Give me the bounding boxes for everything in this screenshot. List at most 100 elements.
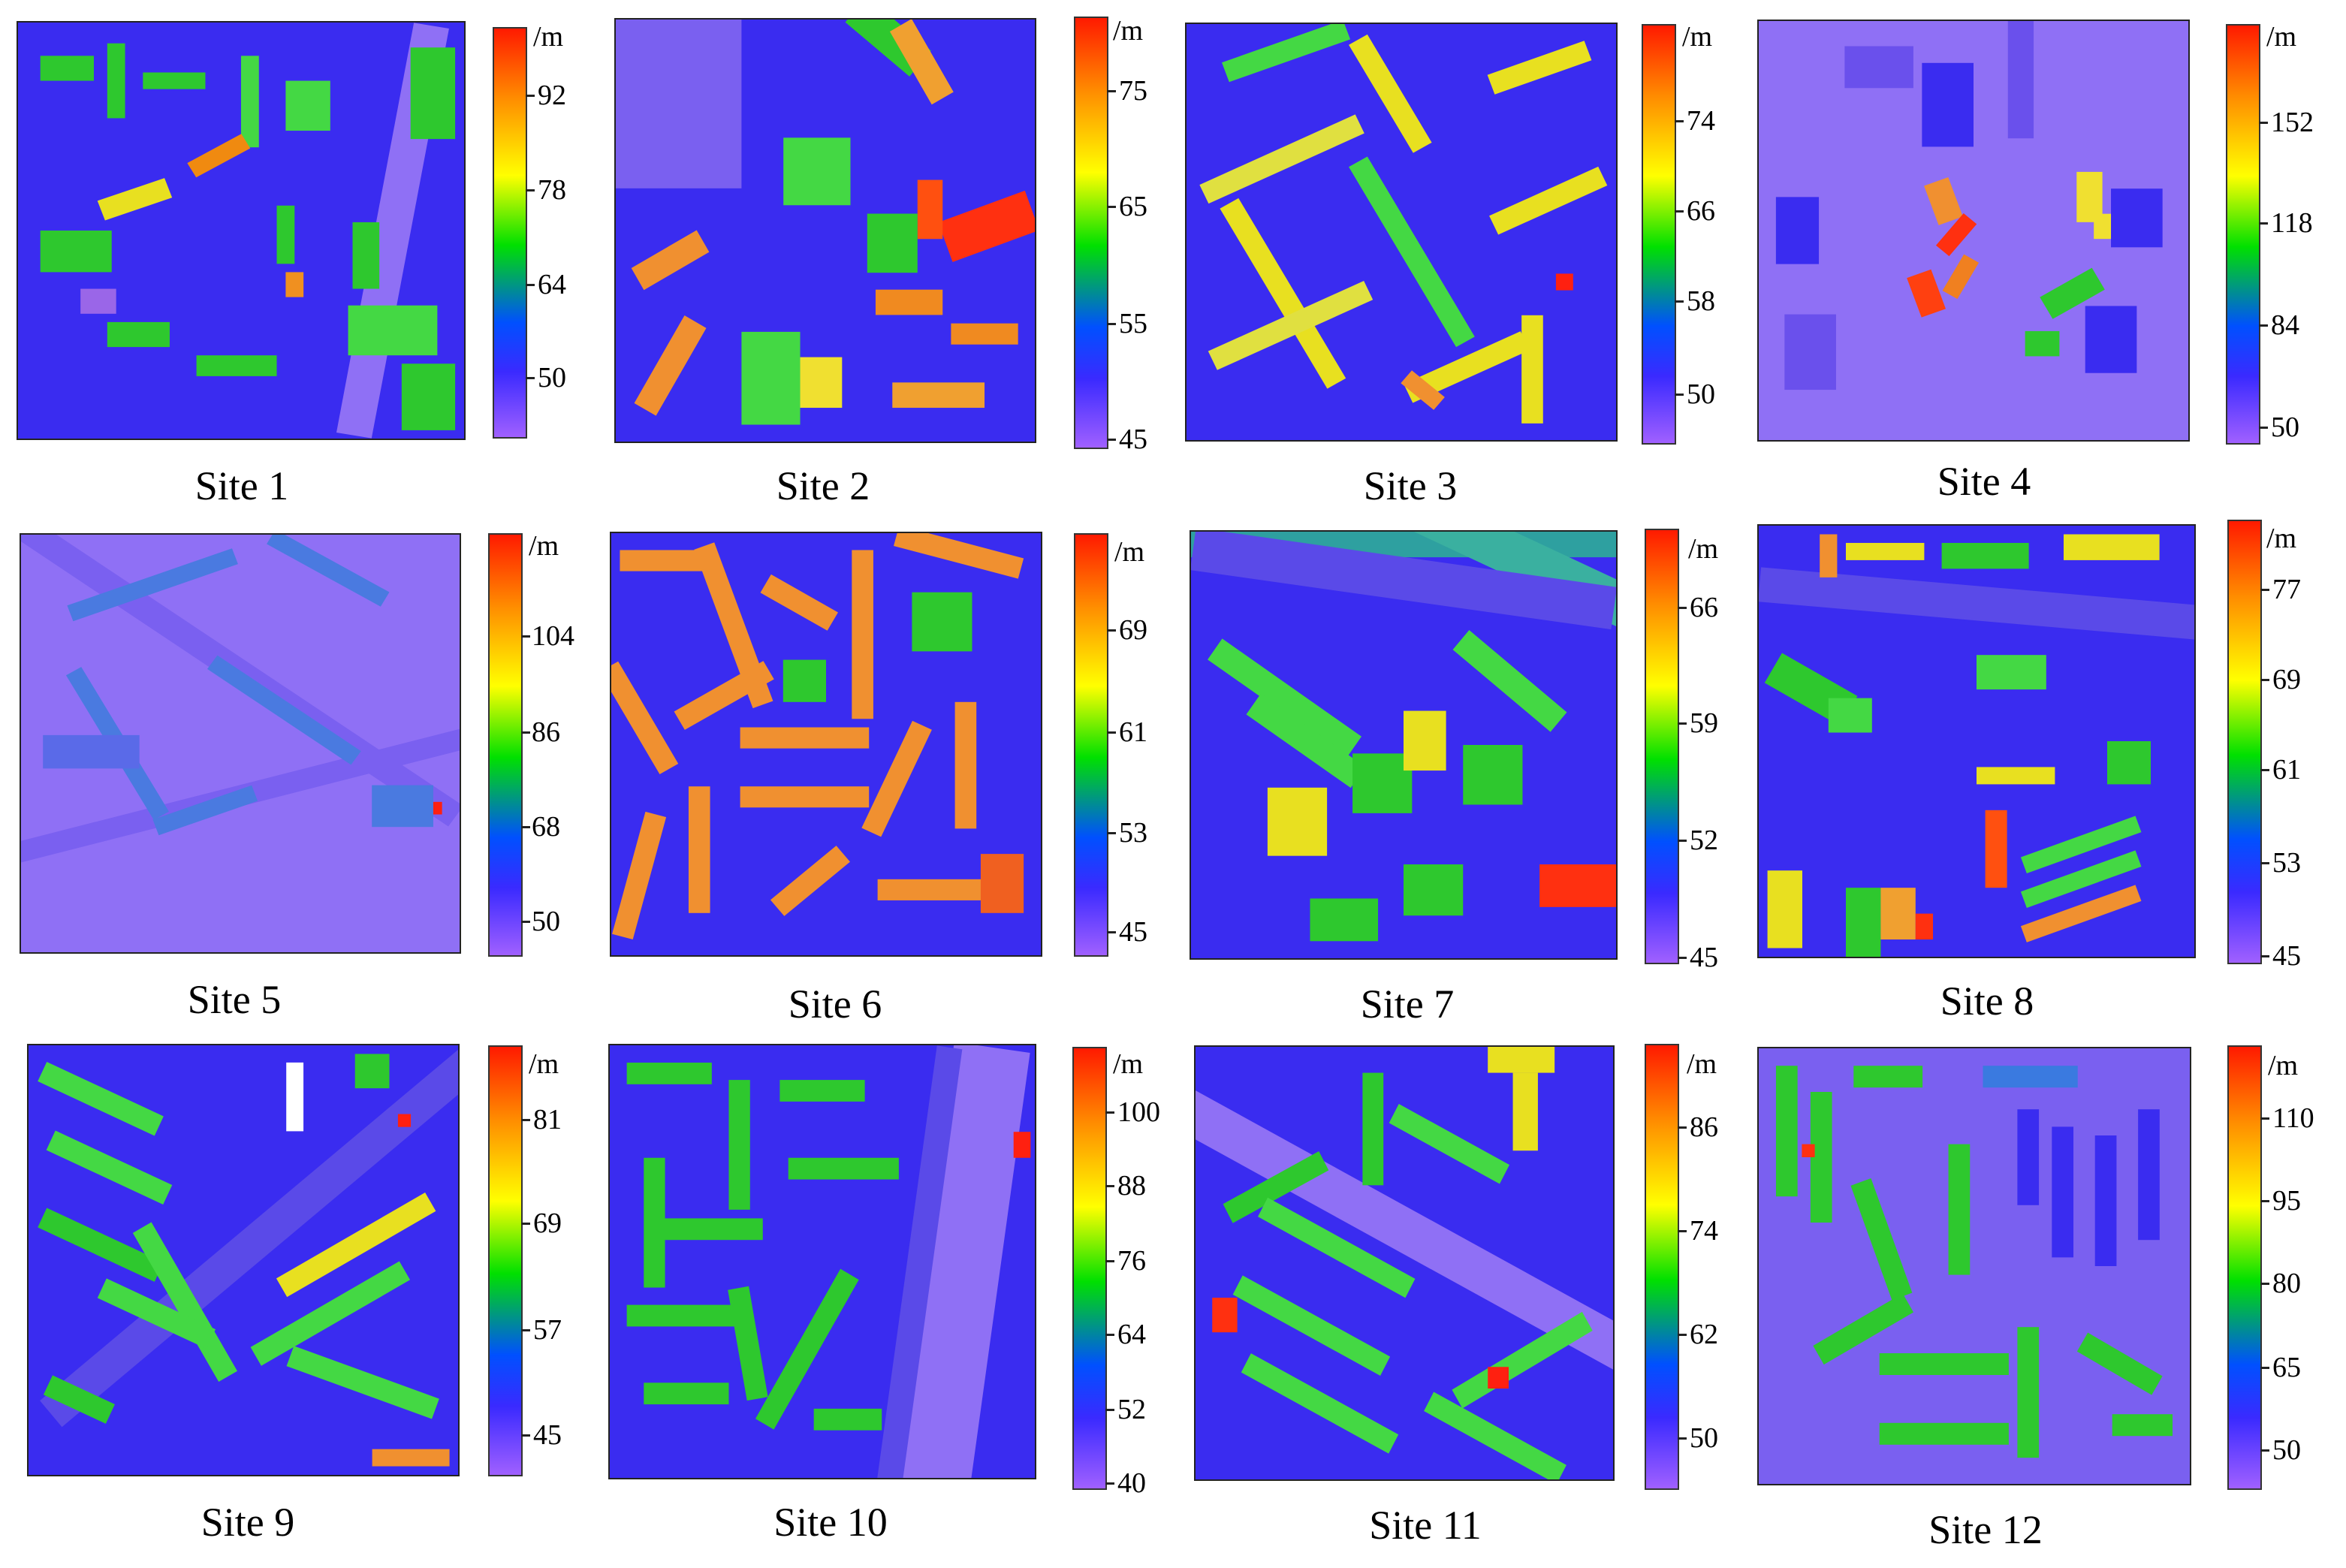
unit-label-site-6: /m <box>1114 536 1145 568</box>
tick-label-site-2-3: 45 <box>1119 424 1147 455</box>
site-caption-3: Site 3 <box>1363 463 1458 508</box>
tick-site-9-1 <box>521 1223 530 1225</box>
tick-label-site-6-2: 53 <box>1119 817 1147 849</box>
height-map-site-11 <box>1194 1045 1615 1481</box>
tick-site-5-2 <box>521 826 530 828</box>
tick-site-10-2 <box>1105 1260 1114 1262</box>
unit-label-site-2: /m <box>1113 15 1144 47</box>
site-caption-11: Site 11 <box>1369 1503 1482 1548</box>
site-caption-10: Site 10 <box>773 1500 888 1545</box>
tick-site-6-2 <box>1107 832 1116 834</box>
tick-label-site-6-1: 61 <box>1119 716 1147 748</box>
height-map-site-6 <box>610 532 1042 957</box>
tick-site-7-2 <box>1678 840 1687 842</box>
tick-site-4-2 <box>2259 324 2268 327</box>
tick-site-8-0 <box>2260 589 2269 591</box>
tick-site-3-3 <box>1675 394 1684 396</box>
tick-site-8-4 <box>2260 955 2269 957</box>
tick-label-site-6-3: 45 <box>1119 916 1147 948</box>
tick-label-site-5-3: 50 <box>532 906 560 937</box>
tick-site-10-4 <box>1105 1409 1114 1411</box>
tick-site-3-2 <box>1675 300 1684 303</box>
tick-site-5-0 <box>521 635 530 638</box>
tick-label-site-5-0: 104 <box>532 620 574 652</box>
tick-label-site-11-2: 62 <box>1690 1319 1718 1350</box>
tick-site-12-0 <box>2260 1117 2269 1120</box>
height-map-site-8 <box>1757 524 2196 958</box>
tick-site-11-0 <box>1678 1126 1687 1129</box>
tick-site-12-2 <box>2260 1283 2269 1285</box>
tick-label-site-3-3: 50 <box>1687 378 1715 410</box>
tick-label-site-9-3: 45 <box>533 1419 562 1451</box>
site-caption-5: Site 5 <box>187 977 282 1022</box>
colorbar-site-4 <box>2226 24 2260 445</box>
tick-label-site-5-2: 68 <box>532 811 560 843</box>
tick-site-6-0 <box>1107 629 1116 632</box>
colorbar-site-9 <box>488 1045 523 1476</box>
tick-site-4-1 <box>2259 222 2268 225</box>
tick-label-site-1-1: 78 <box>538 174 566 206</box>
height-map-site-7 <box>1190 530 1618 960</box>
tick-site-4-0 <box>2259 122 2268 124</box>
tick-site-2-2 <box>1107 323 1116 325</box>
tick-label-site-6-0: 69 <box>1119 614 1147 646</box>
tick-site-10-0 <box>1105 1111 1114 1114</box>
colorbar-site-6 <box>1074 533 1108 957</box>
tick-site-5-1 <box>521 731 530 734</box>
tick-label-site-12-0: 110 <box>2272 1102 2314 1134</box>
tick-site-6-1 <box>1107 731 1116 734</box>
tick-label-site-12-1: 95 <box>2272 1185 2301 1217</box>
tick-label-site-10-0: 100 <box>1117 1096 1160 1128</box>
height-map-site-5 <box>20 533 461 954</box>
height-map-site-12 <box>1757 1047 2191 1485</box>
tick-label-site-7-1: 59 <box>1690 707 1718 739</box>
tick-label-site-8-0: 77 <box>2272 574 2301 605</box>
tick-site-7-0 <box>1678 607 1687 609</box>
height-map-site-10 <box>608 1044 1036 1479</box>
height-map-site-1 <box>17 21 466 440</box>
tick-site-8-3 <box>2260 862 2269 864</box>
tick-site-6-3 <box>1107 931 1116 933</box>
colorbar-site-8 <box>2227 520 2262 964</box>
tick-site-12-4 <box>2260 1449 2269 1452</box>
unit-label-site-5: /m <box>529 530 559 562</box>
unit-label-site-4: /m <box>2266 21 2297 53</box>
unit-label-site-12: /m <box>2268 1050 2299 1081</box>
colorbar-site-1 <box>493 27 527 439</box>
tick-site-3-1 <box>1675 210 1684 213</box>
tick-label-site-7-3: 45 <box>1690 942 1718 973</box>
tick-site-11-3 <box>1678 1437 1687 1440</box>
tick-site-1-0 <box>526 95 535 97</box>
tick-label-site-3-0: 74 <box>1687 105 1715 137</box>
tick-label-site-7-0: 66 <box>1690 592 1718 623</box>
tick-label-site-12-2: 80 <box>2272 1268 2301 1299</box>
tick-site-9-3 <box>521 1434 530 1437</box>
colorbar-site-10 <box>1072 1047 1107 1490</box>
site-caption-4: Site 4 <box>1937 459 2031 504</box>
tick-site-8-1 <box>2260 679 2269 681</box>
colorbar-site-3 <box>1642 24 1676 445</box>
tick-site-2-1 <box>1107 206 1116 208</box>
tick-site-11-2 <box>1678 1334 1687 1336</box>
tick-label-site-10-4: 52 <box>1117 1394 1146 1425</box>
site-caption-2: Site 2 <box>776 463 870 508</box>
tick-label-site-8-2: 61 <box>2272 754 2301 786</box>
tick-site-9-2 <box>521 1329 530 1331</box>
unit-label-site-8: /m <box>2266 523 2297 554</box>
unit-label-site-9: /m <box>529 1048 559 1080</box>
tick-site-7-1 <box>1678 722 1687 725</box>
tick-label-site-11-3: 50 <box>1690 1422 1718 1454</box>
colorbar-site-5 <box>488 533 523 957</box>
tick-label-site-1-3: 50 <box>538 362 566 394</box>
tick-label-site-10-1: 88 <box>1117 1170 1146 1202</box>
tick-label-site-11-1: 74 <box>1690 1215 1718 1247</box>
site-caption-6: Site 6 <box>788 982 882 1027</box>
tick-site-10-1 <box>1105 1185 1114 1187</box>
tick-site-3-0 <box>1675 120 1684 122</box>
tick-site-12-3 <box>2260 1367 2269 1369</box>
site-caption-8: Site 8 <box>1940 978 2034 1024</box>
colorbar-site-7 <box>1645 529 1679 964</box>
tick-label-site-4-2: 84 <box>2271 309 2299 341</box>
colorbar-site-12 <box>2227 1045 2262 1490</box>
height-map-site-9 <box>27 1044 460 1476</box>
